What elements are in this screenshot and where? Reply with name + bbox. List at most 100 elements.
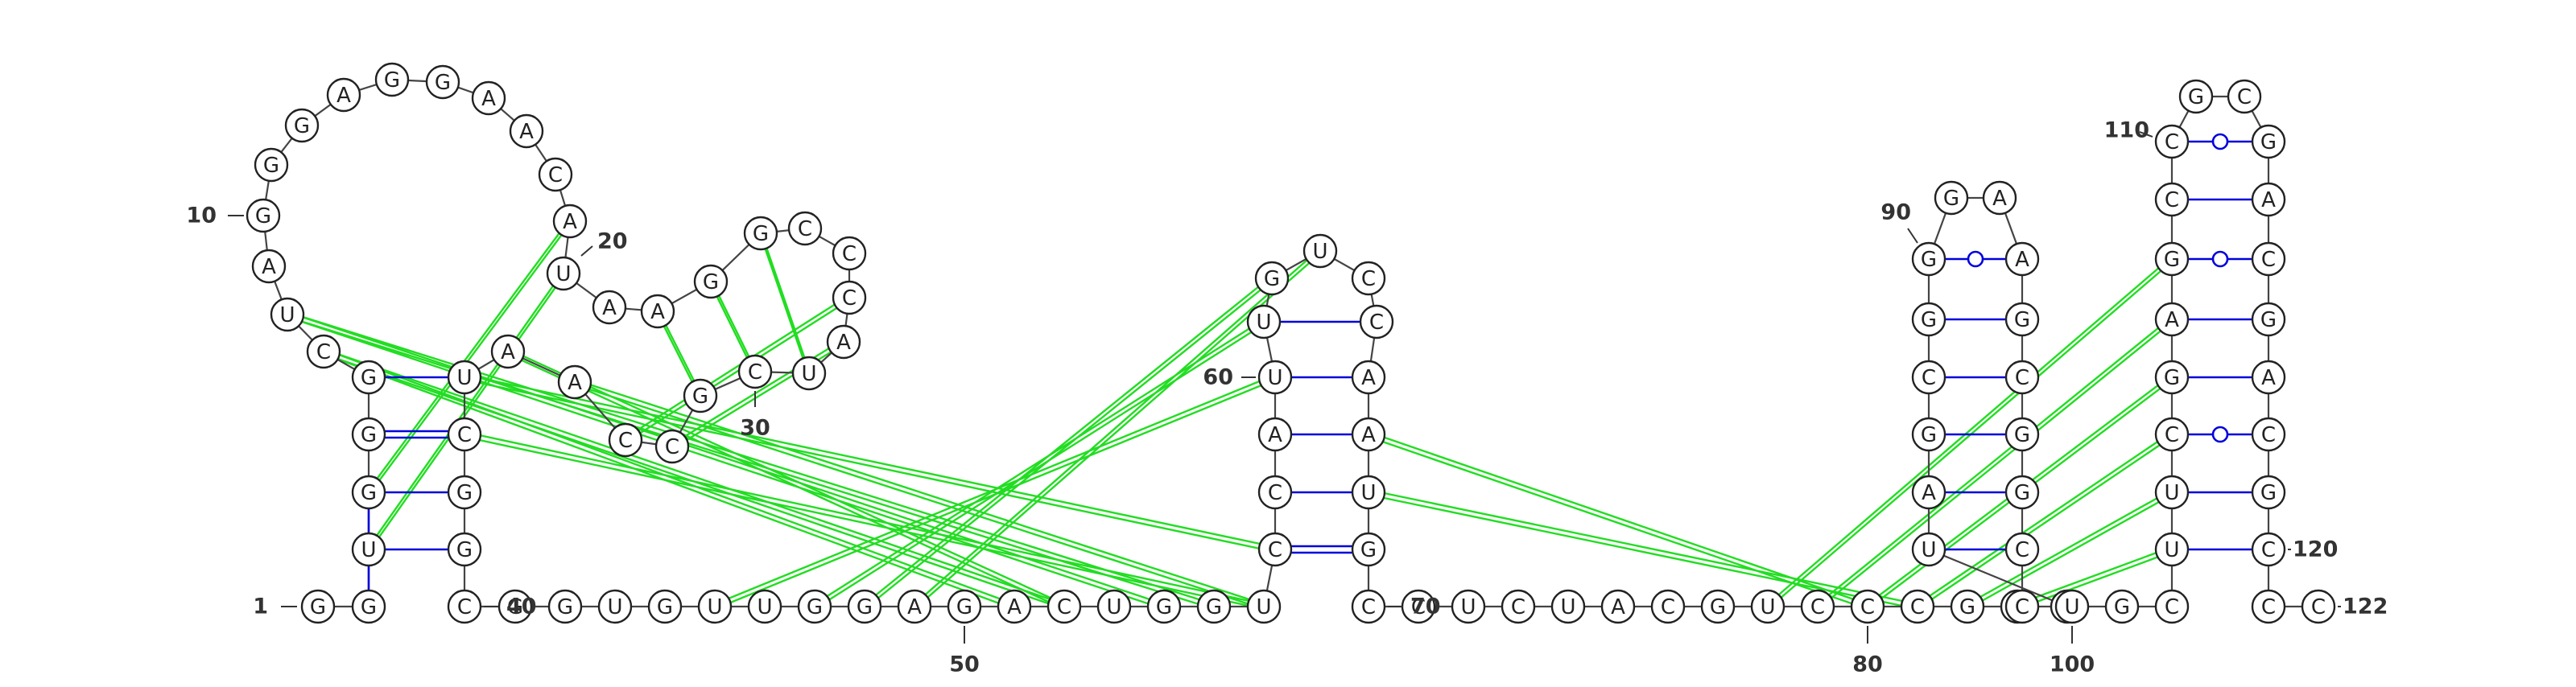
svg-text:C: C	[1910, 595, 1925, 619]
nucleotide-51: A	[997, 589, 1032, 624]
svg-text:C: C	[2015, 366, 2029, 390]
nucleotide-110: C	[2154, 124, 2190, 159]
svg-text:U: U	[1312, 240, 1327, 264]
nucleotide-67: A	[1351, 417, 1386, 452]
svg-text:10: 10	[186, 204, 217, 228]
svg-text:A: A	[1268, 423, 1282, 447]
pseudoknot-line	[1368, 493, 1918, 611]
svg-text:C: C	[1511, 595, 1525, 619]
position-label-60: 60	[1203, 365, 1256, 390]
pseudoknot-line	[625, 298, 850, 444]
svg-text:G: G	[2260, 308, 2277, 332]
svg-text:A: A	[501, 340, 515, 364]
position-label-10: 10	[186, 204, 244, 228]
nucleotide-105: C	[2154, 417, 2190, 452]
nucleotide-98: C	[2004, 532, 2040, 567]
svg-text:90: 90	[1880, 200, 1911, 225]
pseudoknot-line	[759, 230, 811, 372]
wobble-pair-dot	[2211, 426, 2229, 443]
svg-text:U: U	[1921, 538, 1936, 562]
nucleotide-102: C	[2154, 589, 2190, 624]
svg-text:G: G	[1921, 423, 1937, 447]
pseudoknot-line	[1817, 321, 2173, 610]
nucleotide-106: G	[2154, 360, 2190, 395]
svg-text:G: G	[1206, 595, 1222, 619]
nucleotide-73: C	[1501, 589, 1536, 624]
svg-text:G: G	[1264, 267, 1280, 291]
pseudoknot-line	[814, 323, 1265, 611]
nucleotide-43: U	[597, 589, 633, 624]
nucleotide-88: C	[1911, 360, 1946, 395]
svg-text:40: 40	[506, 594, 537, 619]
nucleotide-122: C	[2301, 589, 2336, 624]
svg-text:U: U	[361, 538, 376, 562]
svg-text:A: A	[568, 371, 582, 395]
position-label-122: 122	[2338, 594, 2388, 619]
backbone-line	[262, 78, 2318, 608]
svg-text:G: G	[956, 595, 972, 619]
nucleotide-21: A	[592, 290, 627, 325]
svg-text:G: G	[361, 423, 377, 447]
nucleotide-40: C	[447, 589, 482, 624]
pseudoknot-line	[368, 275, 564, 553]
pseudoknot-line	[1368, 488, 1918, 606]
nucleotide-69: G	[1351, 532, 1386, 567]
svg-text:U: U	[1106, 595, 1121, 619]
svg-text:A: A	[836, 331, 851, 355]
nucleotide-86: A	[1911, 475, 1946, 510]
svg-text:G: G	[507, 595, 523, 619]
nucleotide-100: U	[2054, 589, 2090, 624]
pseudoknot-line	[574, 378, 1265, 606]
svg-text:110: 110	[2104, 118, 2149, 143]
pseudoknot-line	[1917, 431, 2173, 605]
nucleotide-33: C	[608, 422, 643, 458]
svg-text:C: C	[842, 286, 857, 311]
nucleotide-109: C	[2154, 182, 2190, 217]
svg-text:A: A	[1007, 595, 1022, 619]
pseudoknot-line	[368, 218, 571, 491]
pseudoknot-line	[914, 248, 1321, 605]
nucleotide-116: G	[2251, 302, 2286, 337]
nucleotide-120: C	[2251, 532, 2286, 567]
svg-text:50: 50	[949, 652, 980, 677]
nucleotide-18: C	[538, 157, 573, 192]
svg-text:G: G	[263, 154, 279, 178]
nucleotide-103: U	[2154, 532, 2190, 567]
nucleotide-54: G	[1146, 589, 1182, 624]
svg-text:G: G	[435, 71, 451, 95]
nucleotide-26: C	[832, 236, 867, 271]
pseudoknot-line	[671, 338, 844, 446]
svg-text:C: C	[1268, 481, 1282, 505]
nucleotide-27: C	[832, 280, 867, 315]
nucleotide-11: G	[254, 147, 289, 183]
svg-text:G: G	[361, 481, 377, 505]
svg-text:120: 120	[2293, 537, 2338, 562]
svg-text:C: C	[2311, 595, 2326, 619]
nucleotide-82: G	[1950, 589, 1985, 624]
svg-text:U: U	[1560, 595, 1575, 619]
nucleotide-63: U	[1302, 233, 1338, 269]
nucleotide-85: U	[1911, 532, 1946, 567]
svg-text:G: G	[1710, 595, 1726, 619]
nucleotide-60: U	[1257, 360, 1293, 395]
svg-text:A: A	[1611, 595, 1625, 619]
svg-text:G: G	[1921, 248, 1937, 272]
nucleotide-114: A	[2251, 182, 2286, 217]
svg-text:U: U	[757, 595, 772, 619]
svg-text:C: C	[316, 340, 331, 364]
svg-text:C: C	[1057, 595, 1071, 619]
svg-text:G: G	[857, 595, 873, 619]
position-label-110: 110	[2104, 118, 2153, 143]
svg-text:U: U	[2064, 595, 2079, 619]
nucleotide-74: U	[1550, 589, 1586, 624]
position-label-80: 80	[1852, 626, 1883, 677]
nucleotide-46: U	[747, 589, 782, 624]
svg-text:U: U	[801, 362, 816, 386]
nucleotide-12: G	[284, 108, 320, 143]
svg-text:G: G	[2260, 130, 2277, 154]
pseudoknot-line	[864, 275, 1273, 605]
svg-text:A: A	[519, 120, 534, 144]
nucleotide-92: A	[1982, 180, 2017, 216]
svg-text:A: A	[2261, 188, 2276, 212]
